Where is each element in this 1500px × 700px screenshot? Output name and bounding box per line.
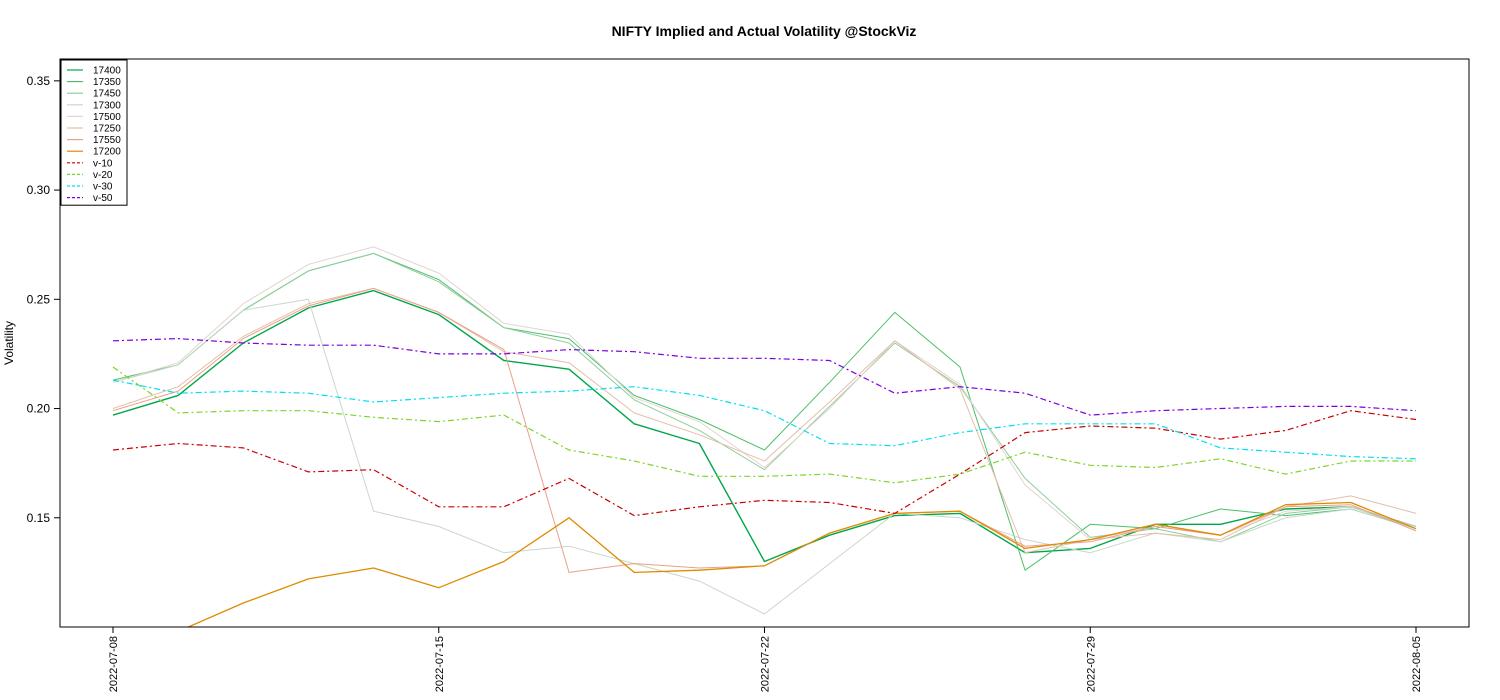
legend-label-17350: 17350 xyxy=(93,77,121,88)
legend-label-v-10: v-10 xyxy=(93,158,113,169)
legend-label-17500: 17500 xyxy=(93,112,121,123)
chart-title: NIFTY Implied and Actual Volatility @Sto… xyxy=(612,23,917,39)
legend-label-17300: 17300 xyxy=(93,100,121,111)
series-line-v-20 xyxy=(112,366,1416,484)
y-tick-label: 0.25 xyxy=(27,292,51,306)
x-tick-label: 2022-07-29 xyxy=(1085,636,1097,692)
y-tick-label: 0.35 xyxy=(27,74,51,88)
x-axis: 2022-07-08 2022-07-15 2022-07-22 2022-07-29… xyxy=(108,627,1423,692)
series-line-17300 xyxy=(112,298,1417,615)
series-line-v-10 xyxy=(112,410,1417,517)
legend-label-v-50: v-50 xyxy=(93,193,113,204)
series-line-17200 xyxy=(186,501,1417,627)
series-layer xyxy=(112,246,1417,627)
plot-frame xyxy=(59,58,1470,628)
x-tick-label: 2022-07-22 xyxy=(760,636,772,692)
series-line-17550 xyxy=(112,287,1417,573)
x-tick-label: 2022-08-05 xyxy=(1411,636,1423,692)
series-line-v-50 xyxy=(112,338,1417,416)
legend-box xyxy=(60,59,128,206)
y-axis: 0.15 0.20 0.25 0.30 0.35 xyxy=(27,74,60,525)
legend-label-17250: 17250 xyxy=(93,124,121,135)
y-tick-label: 0.30 xyxy=(27,183,51,197)
y-tick-label: 0.20 xyxy=(27,402,51,416)
series-line-v-30 xyxy=(112,379,1417,460)
y-tick-label: 0.15 xyxy=(27,511,51,525)
series-line-17400 xyxy=(112,289,1417,563)
series-line-17450 xyxy=(112,252,1417,543)
series-line-17250 xyxy=(112,287,1417,554)
legend-label-17400: 17400 xyxy=(93,66,121,77)
legend-label-v-30: v-30 xyxy=(93,182,113,193)
legend-label-17200: 17200 xyxy=(93,147,121,158)
x-tick-label: 2022-07-15 xyxy=(434,636,446,692)
legend-label-17550: 17550 xyxy=(93,135,121,146)
legend: 1740017350174501730017500172501755017200… xyxy=(60,59,128,206)
legend-label-17450: 17450 xyxy=(93,89,121,100)
legend-label-v-20: v-20 xyxy=(93,170,113,181)
y-axis-label: Volatility xyxy=(2,321,16,365)
x-tick-label: 2022-07-08 xyxy=(108,636,120,692)
